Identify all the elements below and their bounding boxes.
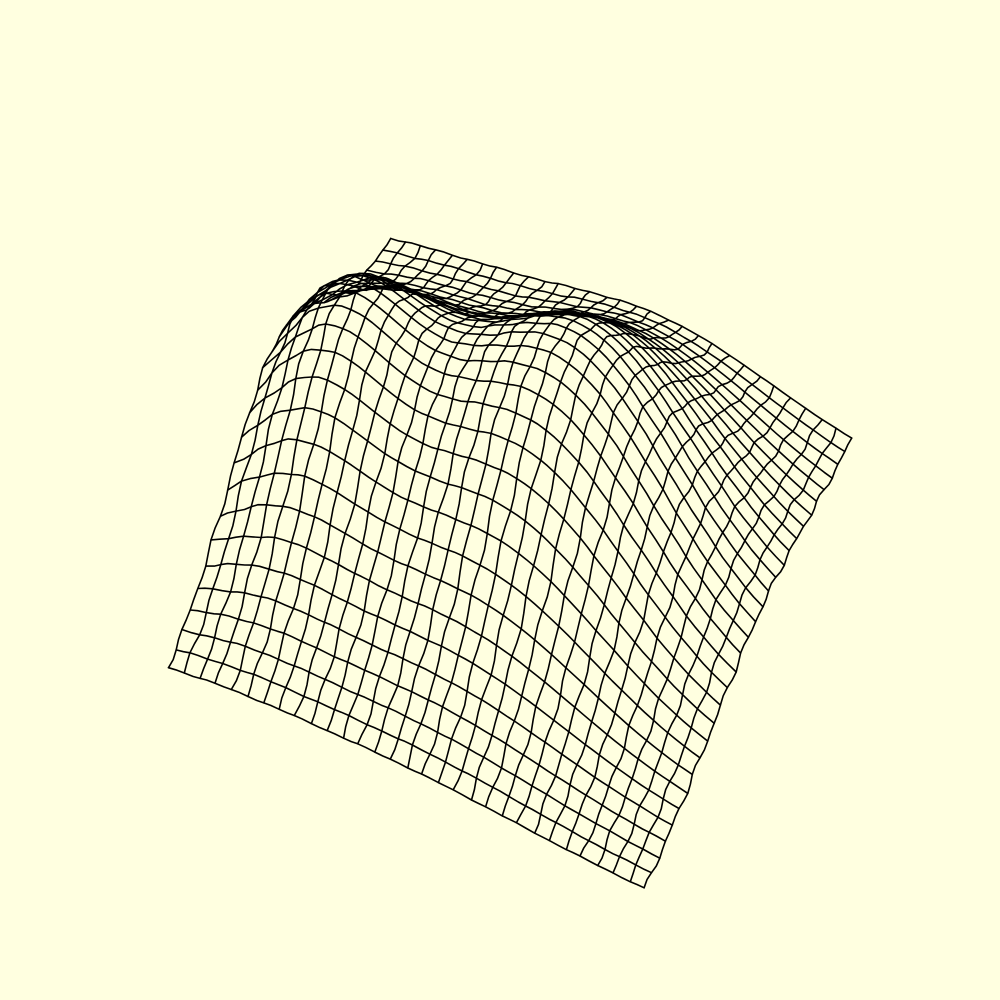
mesh-row-line xyxy=(210,535,689,795)
mesh-column-line xyxy=(470,325,683,801)
mesh-row-line xyxy=(248,376,722,706)
mesh-row-line xyxy=(197,587,674,826)
mesh-row-line xyxy=(167,666,645,889)
mesh-column-line xyxy=(293,272,515,717)
mesh-column-line xyxy=(167,237,392,669)
mesh-column-line xyxy=(230,254,454,691)
mesh-column-line xyxy=(342,282,559,739)
mesh-row-line xyxy=(261,323,737,673)
mesh-column-line xyxy=(247,258,468,698)
mesh-column-line xyxy=(452,319,670,791)
mesh-column-line xyxy=(484,334,700,808)
mesh-column-line xyxy=(310,276,530,725)
mesh-column-line xyxy=(374,290,591,753)
mesh-column-line xyxy=(596,407,807,867)
mesh-column-line xyxy=(501,342,713,817)
mesh-row-line xyxy=(233,438,709,742)
mesh-column-line xyxy=(565,385,775,851)
mesh-column-line xyxy=(612,418,823,874)
mesh-column-line xyxy=(214,249,437,684)
mesh-columns xyxy=(167,237,853,889)
mesh-column-line xyxy=(643,437,853,889)
mesh-row-line xyxy=(240,406,715,724)
mesh-column-line xyxy=(326,280,546,732)
mesh-column-line xyxy=(437,310,652,784)
mesh-column-line xyxy=(629,427,837,883)
mesh-column-line xyxy=(278,266,498,711)
mesh-column-line xyxy=(515,354,731,824)
mesh-row-line xyxy=(189,609,667,842)
mesh-column-line xyxy=(389,296,608,760)
mesh-column-line xyxy=(263,263,484,704)
mesh-column-line xyxy=(533,364,745,834)
mesh-row-line xyxy=(271,304,742,654)
mesh-column-line xyxy=(548,375,762,842)
mesh-column-line xyxy=(579,397,792,857)
mesh-column-line xyxy=(407,299,621,769)
mesh-column-line xyxy=(183,241,407,674)
